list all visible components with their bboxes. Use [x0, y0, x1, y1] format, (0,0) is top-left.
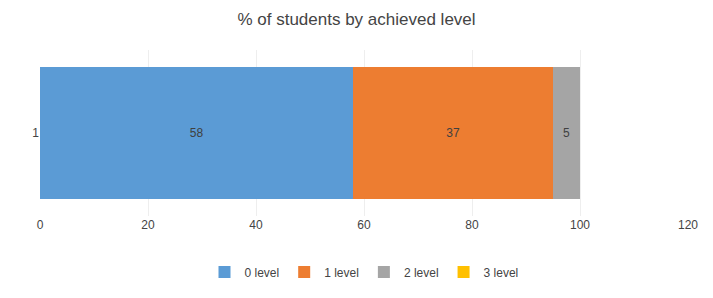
svg-text:100: 100 — [570, 218, 590, 232]
svg-text:20: 20 — [141, 218, 155, 232]
svg-text:37: 37 — [446, 126, 460, 140]
svg-text:120: 120 — [678, 218, 698, 232]
svg-text:0 level: 0 level — [245, 266, 280, 280]
svg-text:3 level: 3 level — [484, 266, 519, 280]
svg-text:5: 5 — [563, 126, 570, 140]
svg-text:58: 58 — [190, 126, 204, 140]
svg-text:60: 60 — [357, 218, 371, 232]
svg-text:2 level: 2 level — [404, 266, 439, 280]
svg-text:1 level: 1 level — [324, 266, 359, 280]
svg-text:40: 40 — [249, 218, 263, 232]
svg-text:0: 0 — [37, 218, 44, 232]
svg-text:80: 80 — [465, 218, 479, 232]
svg-text:% of students by achieved leve: % of students by achieved level — [237, 10, 475, 29]
svg-text:1: 1 — [32, 126, 39, 140]
